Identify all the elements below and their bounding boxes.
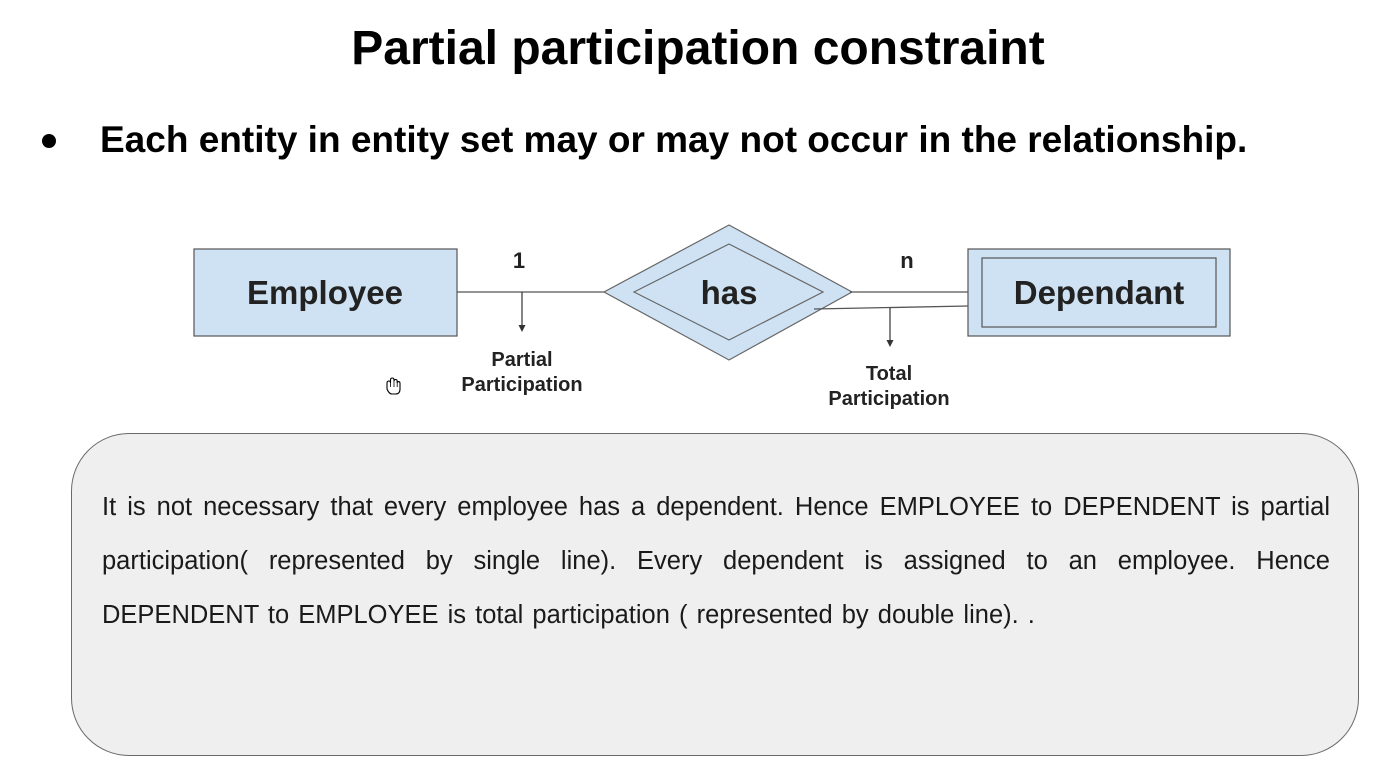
- relationship-label: has: [701, 274, 758, 311]
- partial-participation-label-line1: Partial: [491, 349, 552, 371]
- slide-title: Partial participation constraint: [351, 22, 1045, 75]
- partial-participation-connector: [457, 291, 604, 332]
- employee-entity: Employee: [193, 248, 458, 337]
- has-relationship: has: [602, 224, 854, 361]
- total-participation-connector: [813, 291, 969, 347]
- bullet-text: Each entity in entity set may or may not…: [100, 119, 1248, 160]
- hand-cursor-icon: [386, 377, 401, 395]
- explanation-box: It is not necessary that every employee …: [71, 433, 1359, 756]
- dependant-entity-label: Dependant: [1014, 274, 1185, 311]
- bullet-point: Each entity in entity set may or may not…: [42, 114, 1382, 166]
- explanation-text: It is not necessary that every employee …: [102, 493, 1330, 629]
- total-participation-label-line2: Participation: [828, 388, 949, 410]
- total-participation-label-line1: Total: [866, 363, 912, 385]
- bullet-dot-icon: [42, 134, 56, 148]
- cardinality-left: 1: [513, 248, 525, 273]
- employee-entity-label: Employee: [247, 274, 403, 311]
- cardinality-right: n: [900, 248, 913, 273]
- partial-participation-label-line2: Participation: [461, 374, 582, 396]
- dependant-entity: Dependant: [967, 248, 1231, 337]
- er-diagram: Employee 1 has n Dependant Partial Parti…: [193, 224, 1231, 410]
